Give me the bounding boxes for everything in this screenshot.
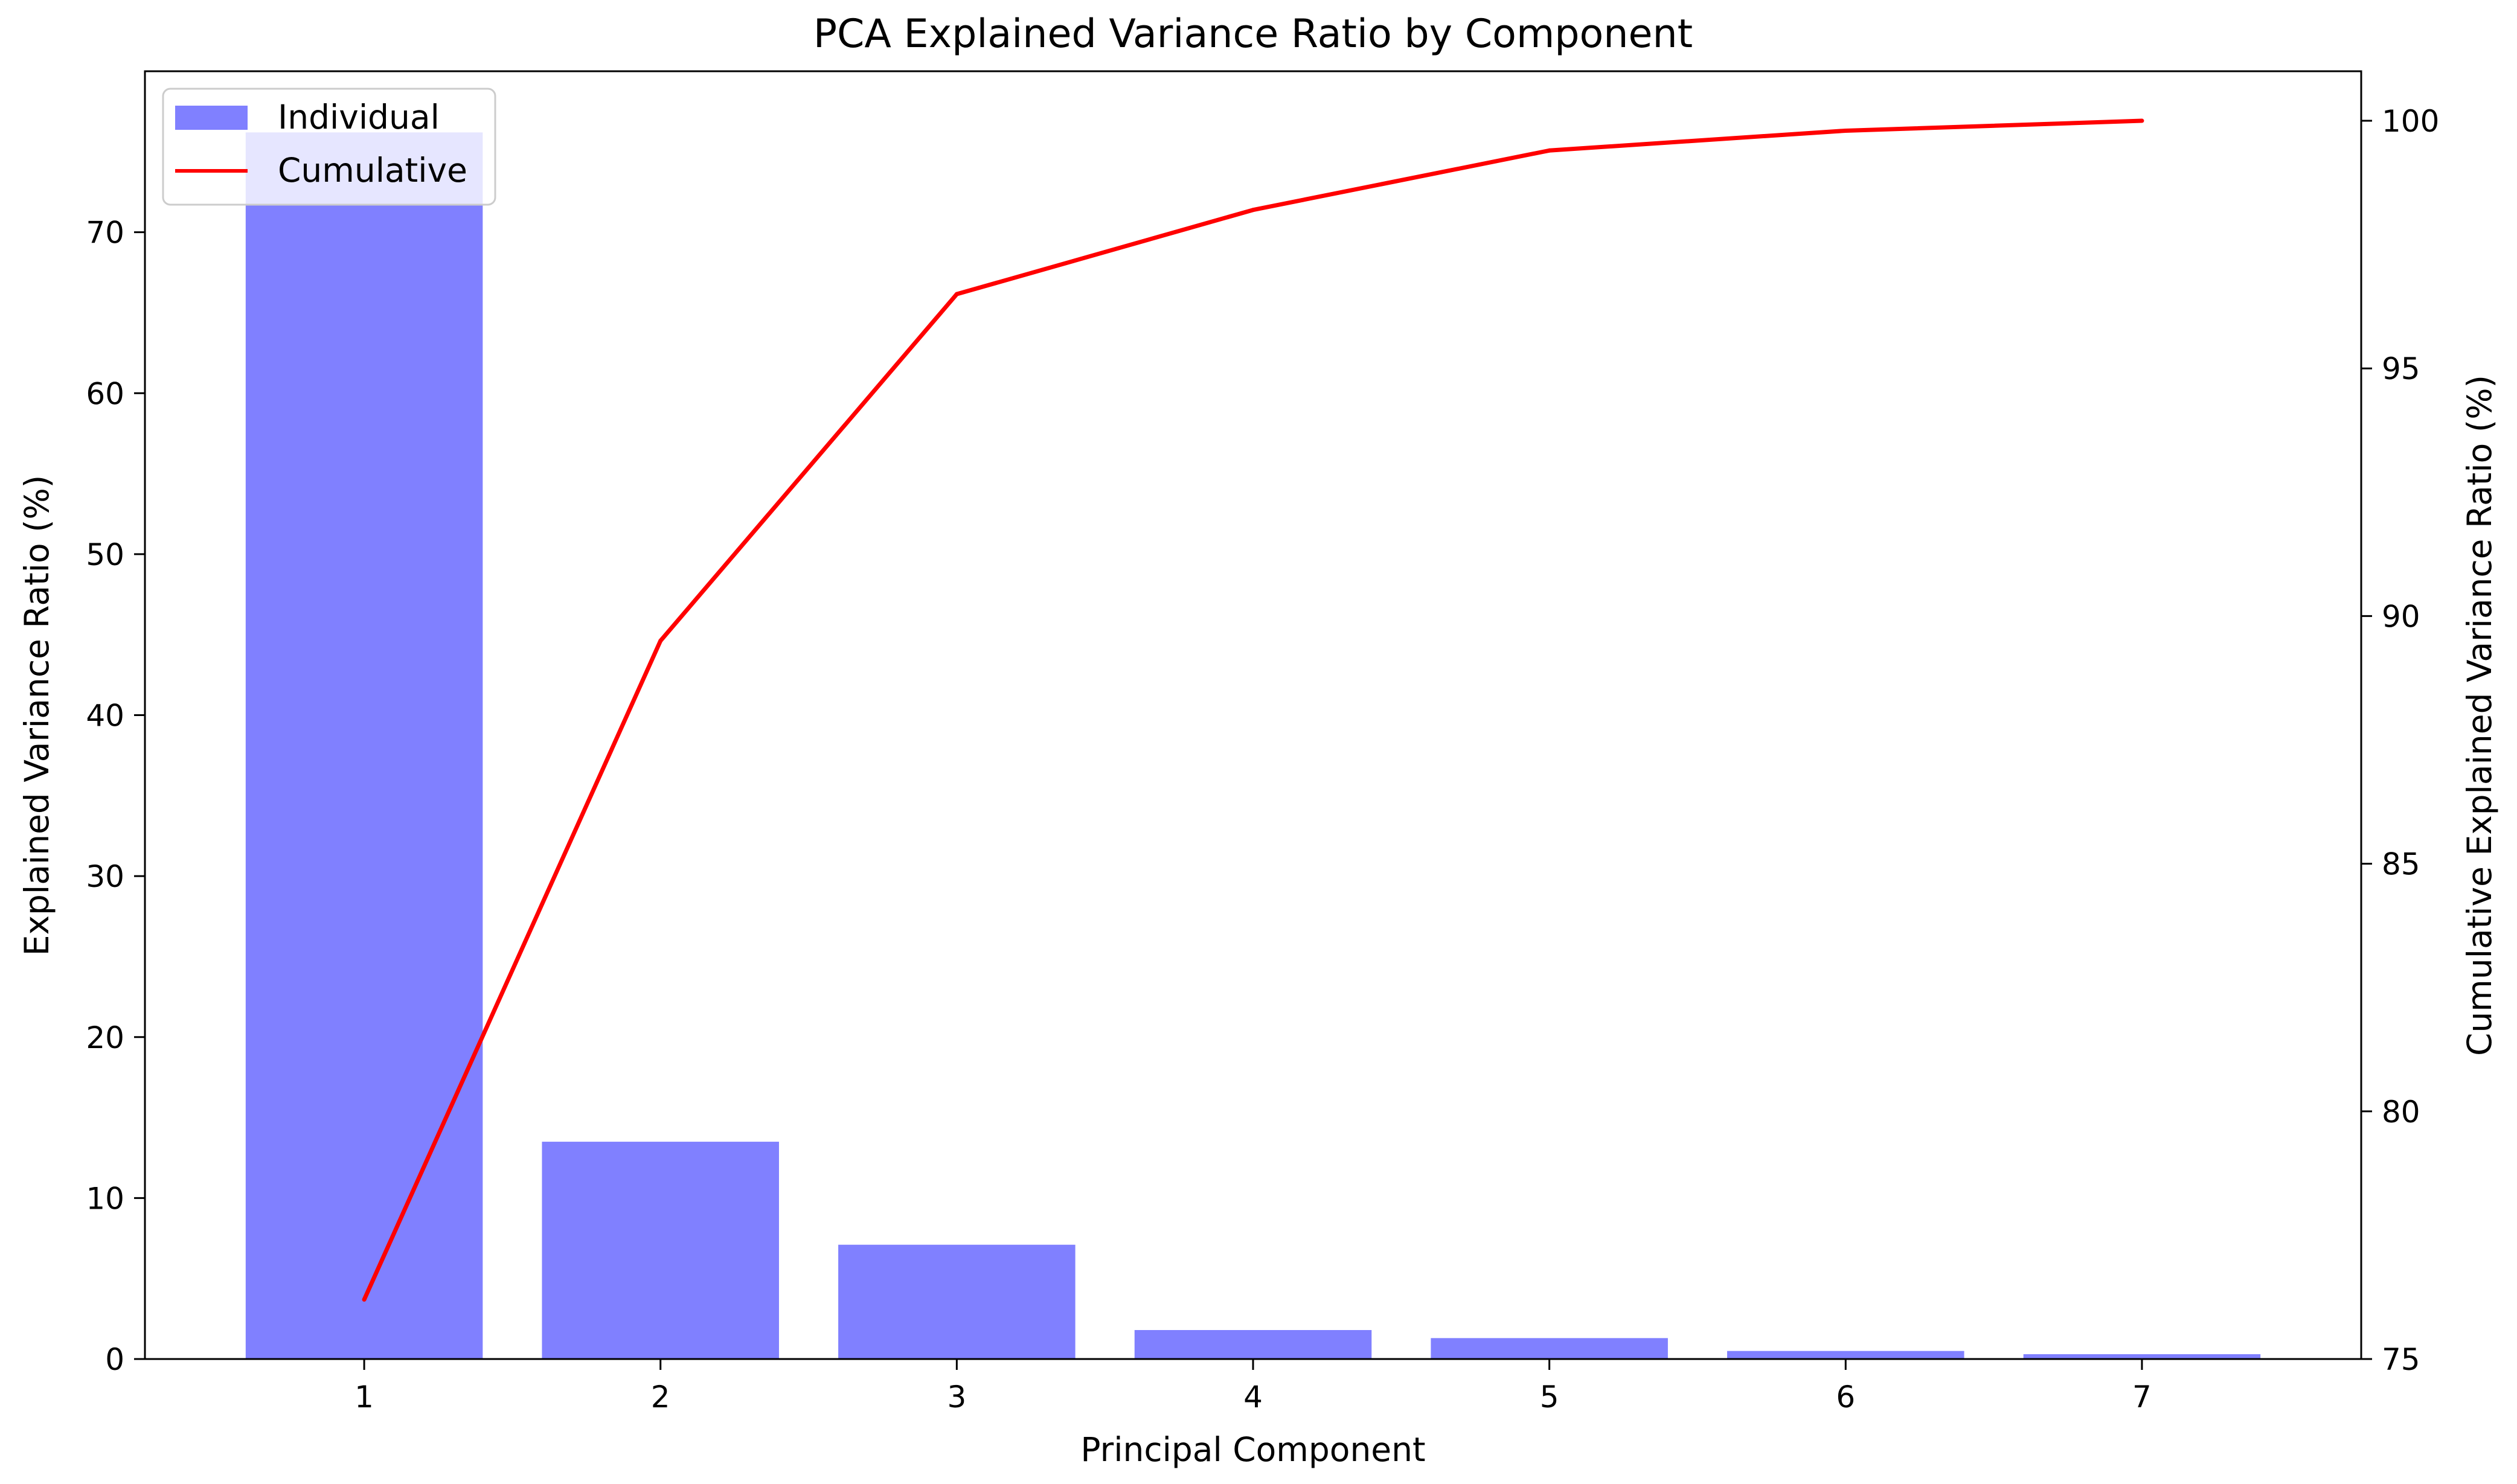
x-axis: 1 2 3 4 5 6 7 [354,1359,2152,1415]
y2-axis-label: Cumulative Explained Variance Ratio (%) [2460,375,2499,1056]
bars-layer [245,132,2261,1359]
left-tick-label: 0 [105,1342,124,1377]
x-tick-label: 5 [1540,1380,1559,1415]
bar-component-6 [1727,1351,1964,1359]
right-tick-label: 75 [2382,1342,2420,1377]
left-tick-label: 50 [86,537,124,572]
bar-component-2 [542,1142,779,1359]
cumulative-point-3 [954,292,959,296]
left-axis: 0 10 20 30 40 50 60 70 [86,216,145,1377]
bar-component-5 [1431,1338,1668,1359]
left-tick-label: 20 [86,1020,124,1055]
bar-component-3 [838,1244,1076,1359]
y-axis-label: Explained Variance Ratio (%) [18,475,56,956]
bar-component-1 [245,132,483,1359]
line-layer [362,118,2144,1302]
x-tick-label: 6 [1836,1380,1855,1415]
left-tick-label: 70 [86,216,124,251]
cumulative-point-4 [1251,208,1255,213]
cumulative-point-6 [1843,128,1848,133]
cumulative-line [362,118,2143,1300]
right-tick-label: 90 [2382,599,2420,634]
left-tick-label: 40 [86,699,124,734]
right-tick-label: 80 [2382,1095,2420,1130]
x-tick-label: 7 [2132,1380,2152,1415]
cumulative-point-2 [658,638,663,643]
chart-title: PCA Explained Variance Ratio by Componen… [813,11,1693,57]
x-tick-label: 3 [947,1380,966,1415]
x-tick-label: 4 [1243,1380,1263,1415]
bar-component-7 [2023,1354,2261,1359]
right-axis: 75 80 85 90 95 100 [2361,104,2439,1377]
legend-label-cumulative: Cumulative [278,151,467,190]
left-tick-label: 60 [86,376,124,411]
left-tick-label: 10 [86,1181,124,1216]
cumulative-point-7 [2140,118,2144,123]
left-tick-label: 30 [86,859,124,894]
x-axis-label: Principal Component [1080,1430,1425,1469]
right-tick-label: 100 [2382,104,2439,139]
right-tick-label: 85 [2382,847,2420,882]
legend-swatch-individual [175,106,248,130]
x-tick-label: 1 [354,1380,374,1415]
cumulative-point-5 [1547,148,1552,153]
cumulative-point-1 [362,1297,367,1302]
legend: Individual Cumulative [162,88,496,206]
bar-component-4 [1134,1330,1372,1359]
right-tick-label: 95 [2382,351,2420,386]
legend-label-individual: Individual [278,98,440,136]
x-tick-label: 2 [651,1380,670,1415]
